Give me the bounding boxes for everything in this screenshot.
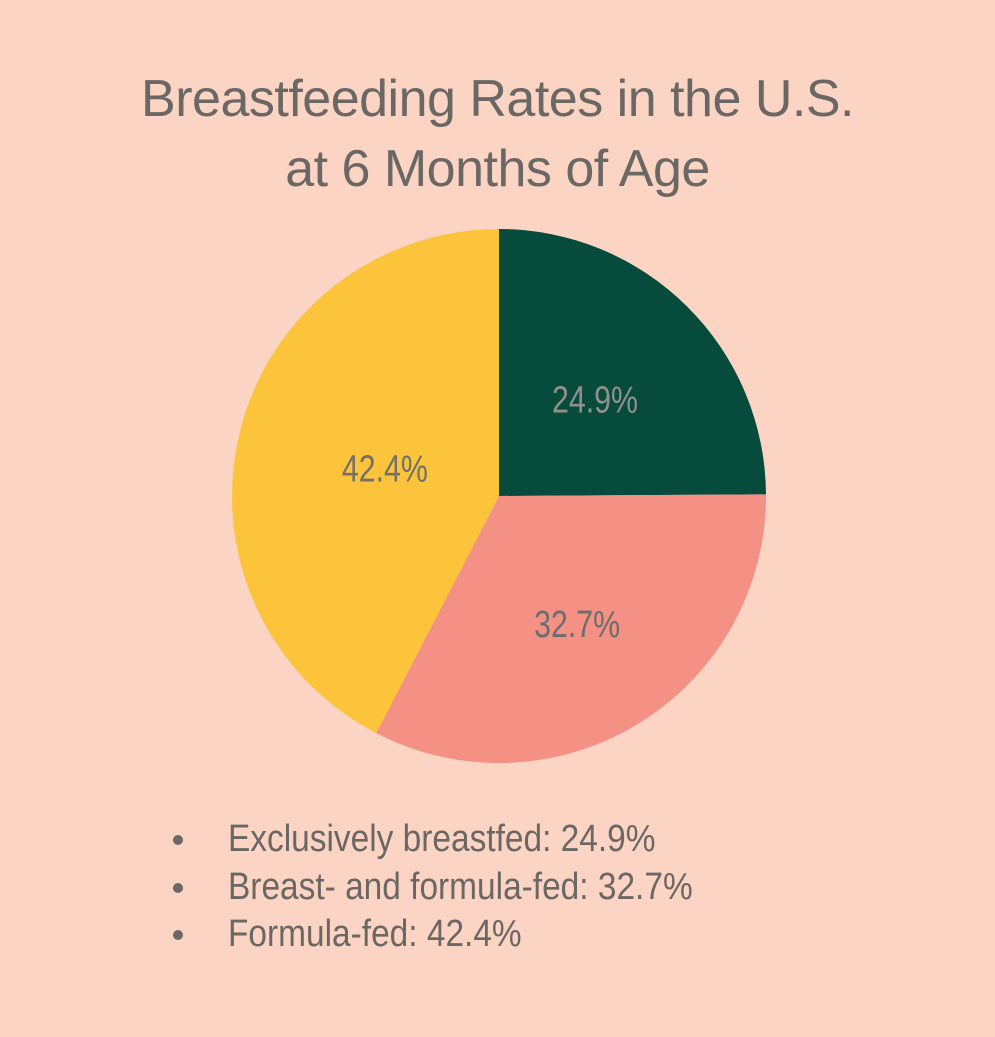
bullet-icon bbox=[173, 930, 183, 940]
pie-chart-svg: 24.9% 32.7% 42.4% bbox=[232, 229, 766, 763]
chart-title-line1: Breastfeeding Rates in the U.S. bbox=[141, 70, 854, 128]
pie-slice-exclusively-breastfed bbox=[499, 229, 766, 496]
legend-item-label: Breast- and formula-fed: 32.7% bbox=[228, 865, 693, 908]
chart-title-line2: at 6 Months of Age bbox=[285, 140, 710, 198]
legend-item: Exclusively breastfed: 24.9% bbox=[168, 816, 756, 864]
legend-item-label: Formula-fed: 42.4% bbox=[228, 913, 522, 955]
pie-slice-label: 42.4% bbox=[342, 449, 428, 491]
legend-item: Breast- and formula-fed: 32.7% bbox=[168, 864, 756, 912]
bullet-icon bbox=[173, 882, 183, 893]
pie-slice-label: 32.7% bbox=[534, 604, 620, 646]
chart-title: Breastfeeding Rates in the U.S. at 6 Mon… bbox=[0, 64, 995, 204]
legend-list: Exclusively breastfed: 24.9% Breast- and… bbox=[168, 816, 756, 959]
pie-slice-breast-and-formula-fed bbox=[376, 494, 766, 763]
legend-item-label: Exclusively breastfed: 24.9% bbox=[228, 818, 656, 860]
bullet-icon bbox=[173, 835, 183, 845]
pie-slice-formula-fed bbox=[232, 229, 500, 734]
pie-slice-label: 24.9% bbox=[552, 380, 638, 422]
legend-item: Formula-fed: 42.4% bbox=[168, 911, 756, 959]
pie-chart: 24.9% 32.7% 42.4% bbox=[232, 229, 766, 763]
